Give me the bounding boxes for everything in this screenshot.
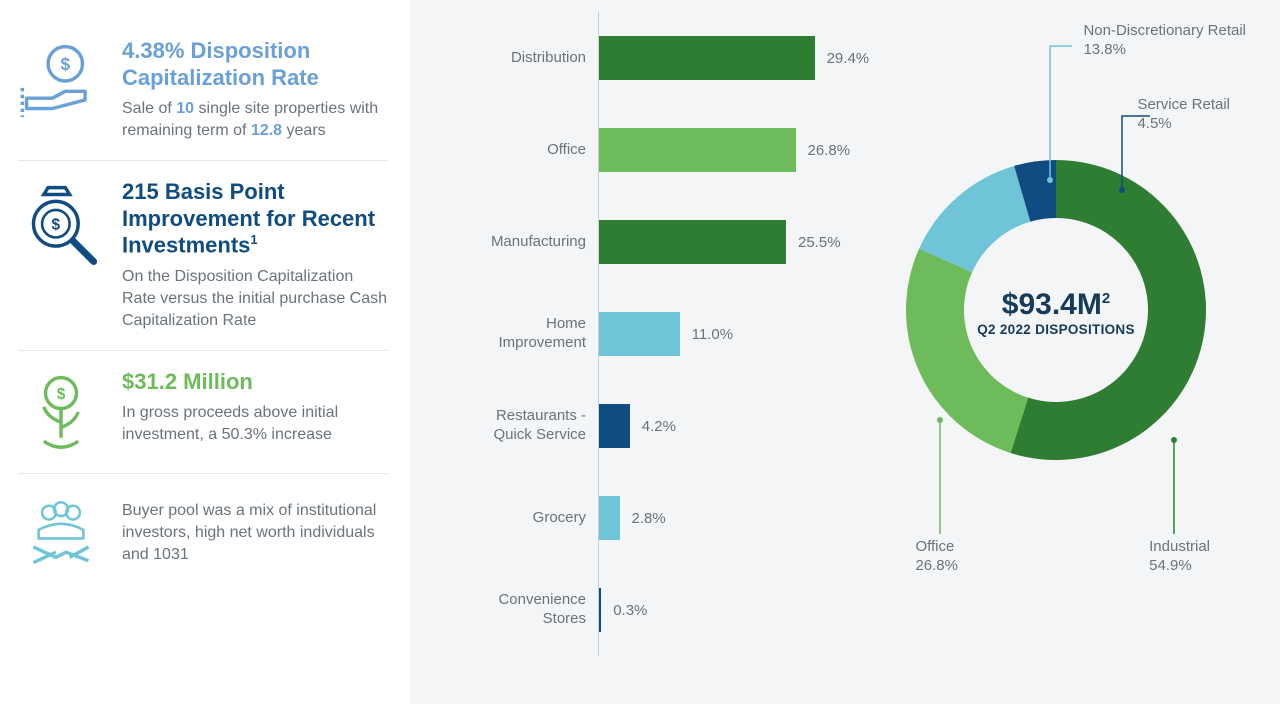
stat-basis-point: $ 215 Basis Point Improvement for Recent… (18, 161, 388, 351)
donut-slice (906, 249, 1028, 453)
svg-text:$: $ (57, 386, 66, 403)
bar-value: 2.8% (632, 510, 666, 527)
svg-text:$: $ (61, 54, 71, 74)
stats-column: $ 4.38% Disposition Capitalization Rate … (0, 0, 410, 704)
bar (599, 312, 680, 356)
stat-heading: 215 Basis Point Improvement for Recent I… (122, 179, 388, 260)
bar-label: Home Improvement (460, 315, 598, 353)
stat-body: On the Disposition Capitalization Rate v… (122, 266, 388, 332)
bar (599, 588, 601, 632)
bar-label: Manufacturing (460, 233, 598, 252)
stat-gross-proceeds: $ $31.2 Million In gross proceeds above … (18, 351, 388, 474)
bar-label: Restaurants - Quick Service (460, 407, 598, 445)
hand-coin-icon: $ (18, 38, 104, 124)
bar (599, 36, 815, 80)
callout-industrial: Industrial 54.9% (1149, 538, 1210, 576)
bar-value: 29.4% (827, 50, 870, 67)
donut-chart: $93.4M2 Q2 2022 DISPOSITIONS (866, 140, 1246, 480)
bar (599, 496, 620, 540)
bar-row: Grocery 2.8% (460, 472, 890, 564)
callout-sr: Service Retail 4.5% (1137, 96, 1230, 134)
bar-row: Convenience Stores 0.3% (460, 564, 890, 656)
bar-row: Manufacturing 25.5% (460, 196, 890, 288)
stat-disposition-cap-rate: $ 4.38% Disposition Capitalization Rate … (18, 20, 388, 161)
bar (599, 220, 786, 264)
plant-money-icon: $ (18, 369, 104, 455)
bar (599, 404, 630, 448)
bar-value: 11.0% (692, 326, 733, 343)
bar-chart: Distribution 29.4% Office 26.8% Manufacturin… (460, 12, 890, 656)
stat-body: Sale of 10 single site properties with r… (122, 98, 388, 142)
stat-body: Buyer pool was a mix of institutional in… (122, 500, 388, 566)
bar-row: Office 26.8% (460, 104, 890, 196)
bar-label: Convenience Stores (460, 591, 598, 629)
bar-label: Grocery (460, 509, 598, 528)
callout-ndr: Non-Discretionary Retail 13.8% (1083, 22, 1246, 60)
bar-row: Restaurants - Quick Service 4.2% (460, 380, 890, 472)
bar-row: Distribution 29.4% (460, 12, 890, 104)
bar-label: Distribution (460, 49, 598, 68)
bar (599, 128, 796, 172)
bar-value: 4.2% (642, 418, 676, 435)
stat-buyer-pool: Buyer pool was a mix of institutional in… (18, 474, 388, 596)
donut-center-label: $93.4M2 Q2 2022 DISPOSITIONS (866, 288, 1246, 337)
callout-office: Office 26.8% (915, 538, 958, 576)
bar-value: 26.8% (808, 142, 851, 159)
bar-row: Home Improvement 11.0% (460, 288, 890, 380)
chart-panel: Distribution 29.4% Office 26.8% Manufacturin… (410, 0, 1280, 704)
svg-text:$: $ (52, 217, 61, 234)
stat-heading: $31.2 Million (122, 369, 388, 396)
bar-value: 0.3% (613, 602, 647, 619)
stat-heading: 4.38% Disposition Capitalization Rate (122, 38, 388, 92)
bar-value: 25.5% (798, 234, 841, 251)
stat-body: In gross proceeds above initial investme… (122, 402, 388, 446)
bar-label: Office (460, 141, 598, 160)
handshake-people-icon (18, 492, 104, 578)
magnifier-money-icon: $ (18, 179, 104, 265)
